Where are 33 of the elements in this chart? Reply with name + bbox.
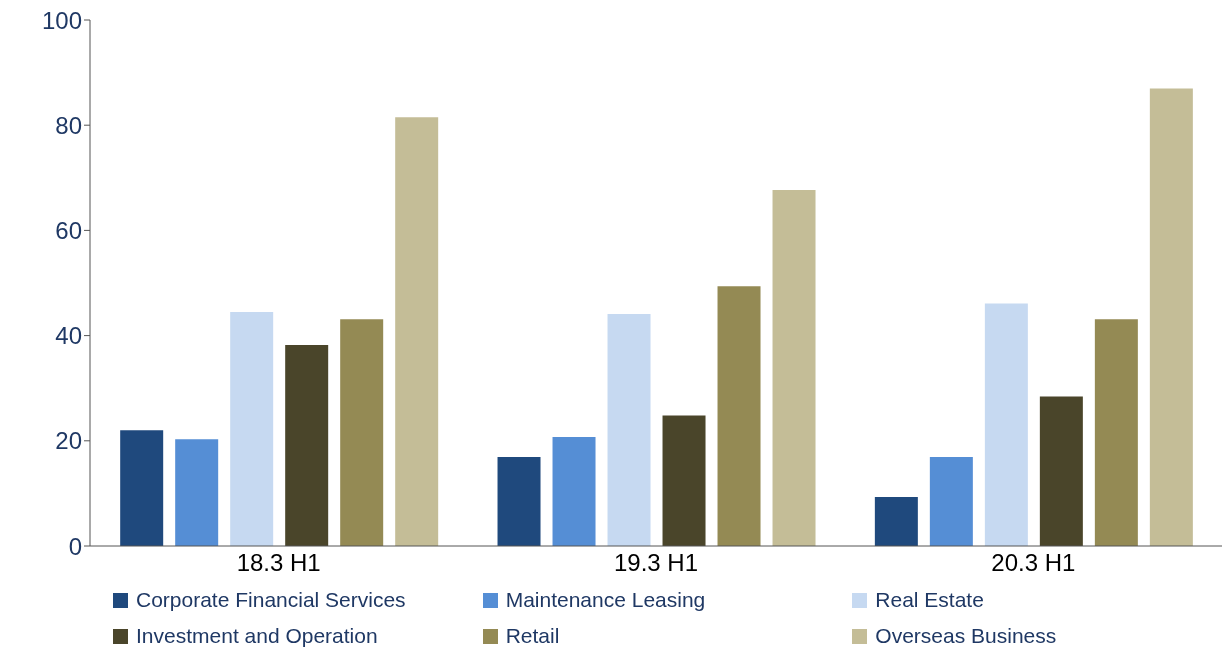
legend-label: Investment and Operation (136, 624, 378, 647)
x-tick-label: 18.3 H1 (236, 549, 321, 577)
bar (1094, 319, 1138, 546)
bar (497, 457, 541, 546)
legend-label: Maintenance Leasing (505, 588, 706, 612)
x-tick-label: 20.3 H1 (991, 549, 1076, 577)
y-tick-label: 100 (41, 6, 82, 34)
y-tick-label: 20 (55, 427, 82, 455)
legend-label: Corporate Financial Services (136, 588, 406, 612)
bar (1039, 396, 1083, 546)
y-tick-label: 60 (55, 216, 82, 244)
bar (230, 311, 274, 546)
bar (984, 303, 1028, 546)
bar (340, 319, 384, 546)
legend-label: Real Estate (875, 588, 984, 612)
y-tick-label: 40 (55, 322, 82, 350)
bar (552, 437, 596, 546)
bar (1149, 88, 1193, 546)
bar (120, 430, 164, 546)
bar (285, 345, 329, 546)
y-tick-label: 80 (55, 111, 82, 139)
bar (662, 415, 706, 546)
bar (607, 314, 651, 546)
bar (929, 457, 973, 546)
bar (772, 189, 816, 546)
y-tick-label: 0 (68, 532, 82, 560)
x-tick-label: 19.3 H1 (613, 549, 699, 577)
bar (874, 497, 918, 546)
bar (175, 439, 219, 546)
legend-label: Overseas Business (875, 624, 1057, 647)
bar (717, 286, 761, 546)
bar (395, 117, 439, 546)
legend-label: Retail (505, 624, 560, 647)
